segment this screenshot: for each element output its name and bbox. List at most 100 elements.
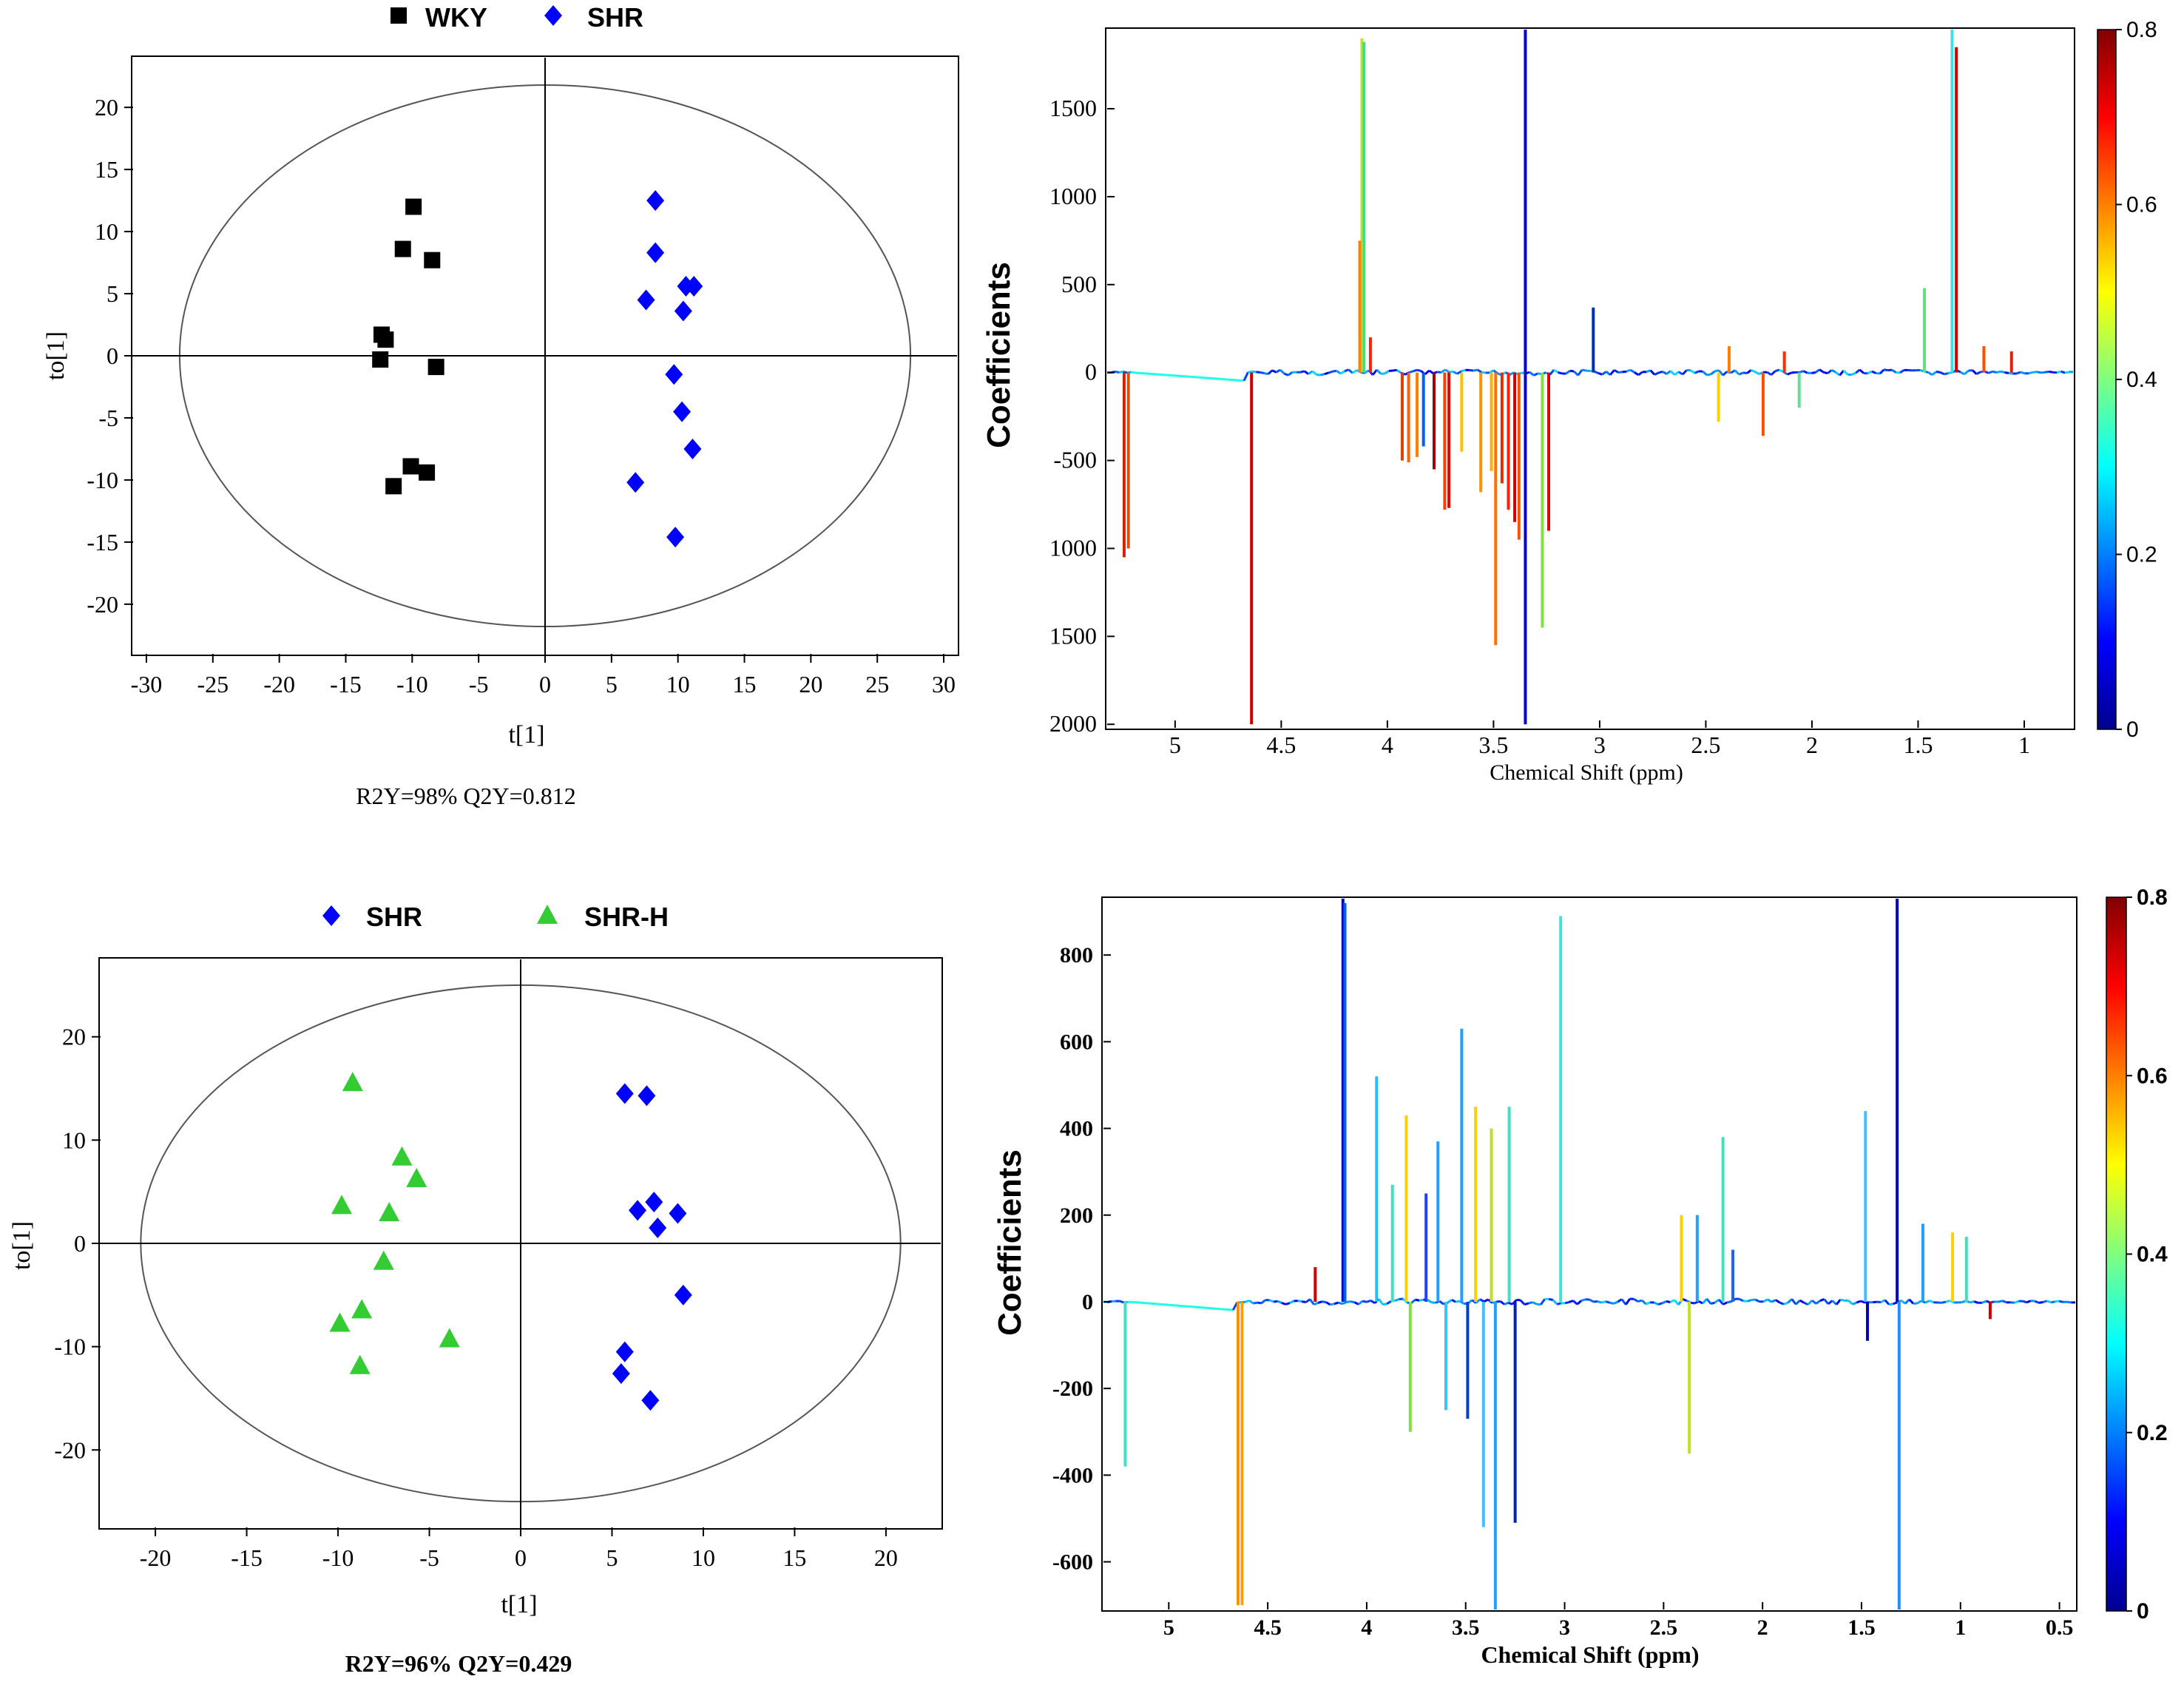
y-tick-label: -600 [1052, 1550, 1093, 1575]
baseline-segment [1119, 1300, 1124, 1304]
baseline-segment [1971, 369, 1978, 375]
baseline-segment [1384, 370, 1390, 375]
baseline-segment [1981, 1300, 1987, 1304]
baseline-segment [1479, 1298, 1485, 1303]
baseline-segment [1856, 1300, 1862, 1304]
baseline-segment [1738, 371, 1744, 376]
baseline-segment [2044, 370, 2049, 374]
baseline-segment [1799, 1299, 1805, 1304]
baseline-segment [1364, 369, 1370, 374]
baseline-segment [1634, 371, 1640, 376]
baseline-segment [1654, 371, 1660, 376]
baseline-segment [1762, 1298, 1768, 1303]
baseline-segment [1726, 1300, 1731, 1304]
baseline-segment [1576, 1300, 1583, 1306]
baseline-segment [1580, 1298, 1586, 1302]
baseline-segment [2056, 370, 2062, 374]
legend-marker-shrh [537, 905, 558, 924]
y-tick-label: 2000 [1049, 710, 1097, 737]
baseline-segment [1593, 370, 1599, 374]
loadings-plot-shr-shrh: 800 600 400 200 0 -200 -400 -600 5 4.5 4 3.5 3 2.5 2 1.… [992, 885, 2168, 1668]
baseline-segment [1706, 373, 1711, 376]
baseline-segment [1649, 369, 1656, 376]
baseline-segment [1593, 1300, 1598, 1303]
baseline-segment [1394, 1298, 1400, 1302]
baseline-segment [1483, 1298, 1489, 1303]
score-plot-wky-shr: WKY SHR -30 -25 -20 -15 -10 -5 0 5 10 15 20 25 30 -20… [42, 2, 959, 809]
x-tick-label: 4 [1361, 1615, 1372, 1640]
baseline-segment [2008, 371, 2013, 375]
baseline-segment [1669, 1299, 1675, 1303]
point-shr [637, 289, 655, 311]
baseline-segment [2042, 1300, 2048, 1303]
baseline-segment [1279, 368, 1285, 375]
baseline-segment [1927, 371, 1933, 376]
baseline-segment [1271, 369, 1277, 374]
baseline-segment [1859, 368, 1865, 374]
x-tick-label: 15 [733, 671, 757, 697]
baseline-segment [1314, 1302, 1319, 1306]
point-shr-h [379, 1202, 400, 1222]
baseline-segment [1509, 371, 1515, 376]
baseline-segment [1746, 369, 1752, 374]
baseline-segment [1565, 370, 1571, 375]
legend-label-shr: SHR [587, 2, 643, 33]
point-shr-h [373, 1250, 394, 1270]
baseline-segment [1338, 1301, 1343, 1306]
baseline-segment [1653, 1301, 1659, 1306]
baseline-segment [1705, 1298, 1712, 1305]
baseline-segment [1283, 372, 1289, 376]
baseline-segment [1287, 371, 1294, 376]
baseline-segment [2016, 371, 2021, 375]
baseline-segment [1581, 368, 1586, 372]
baseline-segment [1410, 1299, 1416, 1304]
baseline-segment [1440, 368, 1446, 374]
colorbar-tick-label: 0 [2137, 1599, 2149, 1624]
baseline-segment [1248, 370, 1253, 374]
baseline-segment [1690, 369, 1696, 374]
baseline-segment [1378, 1298, 1384, 1306]
y-axis-label: to[1] [8, 1221, 36, 1270]
baseline-segment [2000, 370, 2005, 374]
baseline-segment [1662, 371, 1668, 375]
baseline-segment [1507, 1301, 1513, 1306]
model-statistics: R2Y=98% Q2Y=0.812 [356, 783, 575, 809]
baseline-segment [1451, 1299, 1457, 1303]
baseline-segment [1629, 368, 1635, 374]
baseline-segment [1988, 370, 1993, 374]
point-shr-h [329, 1312, 351, 1332]
baseline-segment [1481, 371, 1486, 374]
y-tick-label: 1000 [1049, 534, 1097, 561]
baseline-segment [1738, 1297, 1744, 1303]
point-shr [638, 1085, 656, 1107]
x-tick-label: -20 [140, 1544, 172, 1571]
baseline-segment [1569, 1300, 1574, 1303]
baseline-segment [1438, 1300, 1444, 1306]
baseline-segment [1499, 1300, 1505, 1306]
baseline-segment [1609, 369, 1615, 376]
baseline-segment [1519, 1299, 1526, 1306]
baseline-segment [1408, 370, 1414, 374]
legend: WKY SHR [391, 2, 643, 33]
baseline-segment [1803, 1301, 1809, 1306]
point-wky [385, 478, 402, 495]
x-tick-label: 1 [2018, 732, 2030, 758]
baseline-segment [1718, 1299, 1724, 1306]
x-tick-label: 1 [1955, 1615, 1966, 1640]
baseline-segment [1449, 370, 1454, 374]
baseline-segment [1529, 371, 1535, 376]
baseline-segment [1775, 1299, 1781, 1304]
point-wky [405, 198, 422, 215]
baseline-segment [1393, 368, 1397, 372]
baseline-segment [1123, 370, 1128, 374]
y-tick-label: 0 [1085, 359, 1097, 385]
baseline-segment [1677, 371, 1683, 376]
plot-frame [1101, 896, 2077, 1612]
y-tick-label: 10 [62, 1127, 86, 1153]
baseline-segment [1589, 1298, 1595, 1303]
baseline-segment [1597, 1300, 1602, 1304]
baseline-segment [1386, 1300, 1392, 1305]
baseline-segment [1308, 370, 1314, 375]
baseline-segment [2028, 371, 2033, 375]
baseline-segment [1835, 371, 1841, 376]
